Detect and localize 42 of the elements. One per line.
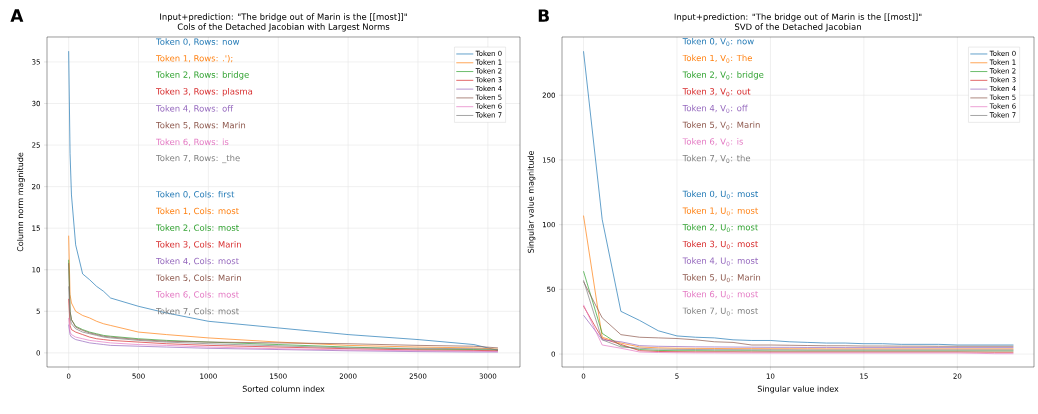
line-series [68,324,499,353]
annotation: Token 3, Cols: Marin [156,240,241,249]
annotation: Token 6, U$_{0}$: most [682,290,759,299]
text: B [538,9,549,22]
chart-title: Input+prediction: "The bridge out of Marin is the [[most]]" [674,13,922,22]
text: A [10,9,24,22]
annotation: Token 5, Cols: Marin [156,274,241,282]
annotation: Token 4, V$_{0}$: off [682,104,748,113]
annotation: Token 4, Rows: off [156,105,234,113]
line-series [68,235,499,350]
annotation: Token 5, V$_{0}$: Marin [682,121,760,130]
annotation: Token 2, V$_{0}$: bridge [682,71,764,80]
annotation: Token 5, U$_{0}$: Marin [682,274,761,283]
chart-title: Input+prediction: "The bridge out of Marin is the [[most]]" [160,13,407,22]
annotation: Token 3, U$_{0}$: most [682,240,759,249]
annotation: Token 7, Cols: most [156,307,239,316]
chart-subtitle: Cols of the Detached Jacobian with Largest Norms [177,23,390,32]
annotation: Token 4, Cols: most [156,257,239,266]
annotation: Token 7, U$_{0}$: most [682,307,759,316]
chart-subtitle: SVD of the Detached Jacobian [734,23,861,32]
line-series [68,298,499,352]
annotation: Token 3, V$_{0}$: out [682,88,751,97]
annotation: Token 1, Cols: most [156,207,239,216]
annotation: Token 0, Cols: first [156,190,235,199]
annotation: Token 0, V$_{0}$: now [682,37,754,47]
annotation: Token 6, Cols: most [156,291,239,299]
annotation: Token 2, U$_{0}$: most [682,223,759,233]
annotation: Token 3, Rows: plasma [156,88,253,97]
annotation: Token 1, U$_{0}$: most [682,207,759,216]
annotation: Token 0, U$_{0}$: most [682,190,759,199]
annotation: Token 2, Cols: most [156,224,239,232]
annotation: Token 2, Rows: bridge [156,71,249,80]
annotation: Token 6, V$_{0}$: is [682,138,744,147]
annotation: Token 6, Rows: is [156,138,229,146]
annotation: Token 7, Rows: _the [156,154,240,164]
annotation: Token 4, U$_{0}$: most [682,257,759,266]
annotation: Token 5, Rows: Marin [156,121,246,130]
line-series [68,286,499,350]
annotation: Token 0, Rows: now [156,38,240,46]
annotation: Token 1, Rows: .'); [156,54,233,63]
annotation: Token 7, V$_{0}$: the [682,154,751,163]
annotation: Token 1, V$_{0}$: The [682,54,752,63]
